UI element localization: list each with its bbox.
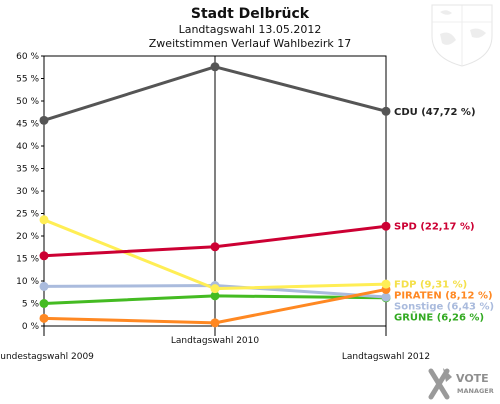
y-tick-label: 45 % [16, 120, 39, 130]
y-tick-label: 10 % [16, 277, 39, 287]
series-end-labels: CDU (47,72 %) SPD (22,17 %) FDP (9,31 %)PI… [394, 107, 494, 324]
data-point-fdp [210, 284, 220, 294]
data-point-spd [210, 242, 220, 252]
y-tick-label: 50 % [16, 97, 39, 107]
y-tick-label: 40 % [16, 142, 39, 152]
data-point-cdu [39, 115, 49, 125]
y-tick-label: 60 % [16, 52, 39, 62]
series-end-label-spd: SPD (22,17 %) [394, 222, 475, 233]
y-tick-label: 25 % [16, 210, 39, 220]
data-point-fdp [39, 215, 49, 225]
data-point-cdu [381, 106, 391, 116]
y-axis: 0 % 5 % 10 % 15 % 20 % 25 % 30 % 35 % 40 % 45 % 50… [16, 52, 44, 332]
chart-title: Stadt Delbrück [191, 6, 310, 22]
x-axis: Bundestagswahl 2009 Landtagswahl 2010 Land… [0, 56, 430, 362]
y-tick-label: 5 % [22, 300, 40, 310]
chart-subtitle-date: Landtagswahl 13.05.2012 [179, 23, 322, 36]
data-point-grüne [210, 291, 220, 301]
data-point-sonstige [381, 292, 391, 302]
x-tick-label: Landtagswahl 2010 [171, 336, 260, 346]
data-point-spd [39, 251, 49, 261]
series-end-label-fdp: FDP (9,31 %) [394, 280, 467, 291]
y-tick-label: 15 % [16, 255, 39, 265]
chart-subtitle-description: Zweitstimmen Verlauf Wahlbezirk 17 [149, 37, 351, 50]
vote-manager-logo: VOTE MANAGER [428, 368, 494, 400]
y-tick-label: 20 % [16, 232, 39, 242]
series-end-label-piraten: PIRATEN (8,12 %) [394, 291, 493, 302]
y-tick-label: 35 % [16, 165, 39, 175]
data-point-grüne [39, 299, 49, 308]
logo-text-vote: VOTE [456, 372, 489, 385]
y-tick-label: 0 % [22, 322, 40, 332]
data-point-cdu [210, 62, 220, 72]
y-tick-label: 55 % [16, 75, 39, 85]
x-tick-label: Landtagswahl 2012 [342, 352, 430, 362]
series-points [39, 62, 391, 328]
data-point-fdp [381, 279, 391, 289]
series-end-label-cdu: CDU (47,72 %) [394, 107, 476, 118]
data-point-spd [381, 221, 391, 231]
y-tick-label: 30 % [16, 187, 39, 197]
logo-text-manager: MANAGER [457, 387, 494, 395]
data-point-sonstige [39, 281, 49, 291]
data-point-piraten [39, 313, 49, 323]
coat-of-arms-icon [431, 4, 493, 67]
data-point-piraten [210, 318, 220, 328]
x-tick-label: Bundestagswahl 2009 [0, 352, 94, 362]
series-end-label-sonstige: Sonstige (6,43 %) [394, 302, 494, 313]
series-end-label-grüne: GRÜNE (6,26 %) [394, 310, 484, 324]
vote-manager-x-icon [428, 368, 452, 400]
